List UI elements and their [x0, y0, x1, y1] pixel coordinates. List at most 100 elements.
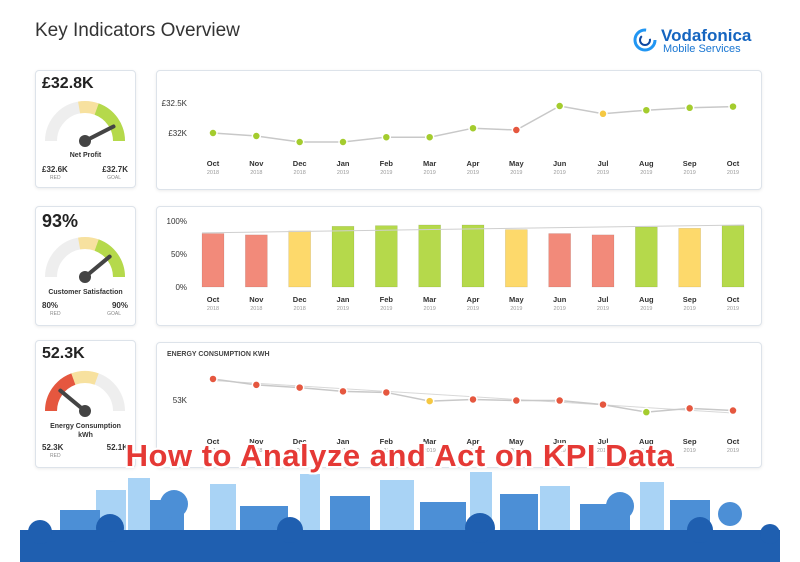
x-tick-year: 2019 — [640, 306, 652, 312]
gauge-goal-value: 90% — [111, 301, 128, 310]
customer-satisfaction-bar-chart: 0% 50% 100% Oct 2018 Nov 2018 Dec 2018 Jan 2019 Feb… — [156, 206, 762, 326]
x-tick-label: Oct — [207, 159, 220, 168]
data-point — [338, 386, 348, 397]
x-tick-year: 2019 — [510, 448, 522, 454]
gauge-value: £32.8K — [42, 75, 94, 92]
gauge-goal-caption: GOAL — [107, 175, 121, 181]
data-point — [468, 123, 478, 133]
gauge-dial — [45, 101, 125, 147]
x-tick-year: 2019 — [380, 306, 392, 312]
x-tick-year: 2019 — [554, 448, 566, 454]
gauge-min-value: 52.3K — [42, 443, 64, 452]
data-point — [598, 399, 608, 410]
x-tick-label: Nov — [249, 437, 264, 446]
data-point — [208, 374, 218, 384]
x-tick-year: 2019 — [727, 170, 739, 176]
data-point — [511, 125, 522, 135]
net-profit-gauge-card: £32.8K Net Profit £32.6K £32.7K RED GOAL — [35, 70, 136, 188]
x-tick-year: 2019 — [467, 170, 479, 176]
data-point — [381, 387, 392, 398]
x-tick-label: Oct — [207, 437, 220, 446]
gauge-bad-band — [45, 373, 76, 412]
gauge-value: 52.3K — [42, 345, 85, 362]
x-tick-label: Aug — [639, 159, 654, 168]
y-tick-label: 100% — [167, 217, 187, 226]
x-tick-label: Apr — [467, 159, 480, 168]
x-tick-year: 2019 — [684, 448, 696, 454]
bar — [331, 225, 355, 288]
data-point — [381, 132, 392, 142]
y-tick-label: £32K — [168, 129, 187, 138]
x-tick-label: Aug — [639, 437, 654, 446]
x-tick-year: 2019 — [727, 448, 739, 454]
x-tick-label: Jul — [598, 437, 609, 446]
gauge-label: Net Profit — [69, 152, 102, 159]
gauge-max-value: 52.1K — [106, 443, 128, 452]
y-tick-label: £32.5K — [162, 99, 188, 108]
gauge-hub — [79, 135, 91, 147]
gauge-min-caption: RED — [50, 453, 61, 459]
x-tick-label: Jun — [553, 295, 567, 304]
bar — [418, 224, 441, 288]
x-tick-year: 2019 — [424, 170, 436, 176]
x-tick-year: 2019 — [510, 170, 522, 176]
x-tick-year: 2018 — [207, 170, 219, 176]
data-point — [728, 101, 738, 112]
brand-logo: Vodafonica Mobile Services — [633, 26, 783, 58]
x-tick-label: May — [509, 159, 524, 168]
customer-satisfaction-gauge-card: 93% Customer Satisfaction 80% 90% RED GO… — [35, 206, 136, 326]
data-point — [208, 128, 218, 138]
gauge-good-band — [94, 103, 125, 142]
x-tick-label: Oct — [207, 295, 220, 304]
x-tick-label: Oct — [727, 159, 740, 168]
gauge-value: 93% — [42, 211, 79, 231]
bar — [591, 234, 615, 288]
x-tick-year: 2019 — [380, 170, 392, 176]
x-tick-label: Jul — [598, 159, 609, 168]
gauge-min-value: 80% — [42, 301, 59, 310]
net-profit-chart-svg: £32K £32.5K Oct 2018 Nov 2018 Dec 2018 Jan 2019 Fe… — [162, 99, 740, 176]
bar — [505, 229, 528, 288]
x-tick-label: Nov — [249, 295, 264, 304]
gauge-label: Customer Satisfaction — [48, 289, 123, 296]
x-tick-year: 2019 — [597, 170, 609, 176]
gauge-warn-band — [78, 101, 99, 115]
x-tick-label: Dec — [293, 295, 307, 304]
bar — [201, 233, 225, 288]
x-tick-label: Dec — [293, 437, 307, 446]
gauge-warn-band — [78, 237, 99, 251]
x-tick-year: 2019 — [597, 448, 609, 454]
x-tick-year: 2019 — [640, 170, 652, 176]
data-point — [468, 394, 478, 405]
bar — [375, 225, 398, 288]
x-tick-label: May — [509, 437, 524, 446]
bar — [288, 230, 311, 288]
data-point — [554, 101, 565, 111]
x-tick-label: Sep — [683, 295, 697, 304]
x-tick-label: Apr — [467, 295, 480, 304]
x-tick-label: Jan — [337, 159, 350, 168]
data-point — [338, 137, 348, 147]
data-point — [294, 137, 305, 147]
x-tick-year: 2019 — [424, 448, 436, 454]
energy-consumption-gauge-card: 52.3K Energy Consumption kWh 52.3K 52.1K… — [35, 340, 136, 468]
x-tick-year: 2019 — [424, 306, 436, 312]
x-tick-label: Mar — [423, 159, 436, 168]
x-tick-year: 2019 — [727, 306, 739, 312]
gauge-min-value: £32.6K — [42, 165, 68, 174]
bar — [635, 226, 658, 288]
data-point — [294, 382, 305, 393]
net-profit-line-chart: £32K £32.5K Oct 2018 Nov 2018 Dec 2018 Jan 2019 Fe… — [156, 70, 762, 190]
banner-title: How to Analyze and Act on KPI Data — [125, 438, 675, 473]
x-tick-label: Feb — [380, 159, 394, 168]
logo-swirl-icon — [633, 28, 657, 52]
bar — [678, 227, 701, 288]
x-tick-year: 2019 — [467, 306, 479, 312]
x-tick-year: 2018 — [294, 448, 306, 454]
x-tick-year: 2019 — [467, 448, 479, 454]
x-tick-year: 2019 — [597, 306, 609, 312]
customer-satisfaction-chart-svg: 0% 50% 100% Oct 2018 Nov 2018 Dec 2018 Jan 2019 Feb… — [167, 217, 745, 312]
gauge-warn-band — [71, 371, 99, 385]
bar — [245, 234, 268, 288]
bar — [721, 225, 745, 288]
